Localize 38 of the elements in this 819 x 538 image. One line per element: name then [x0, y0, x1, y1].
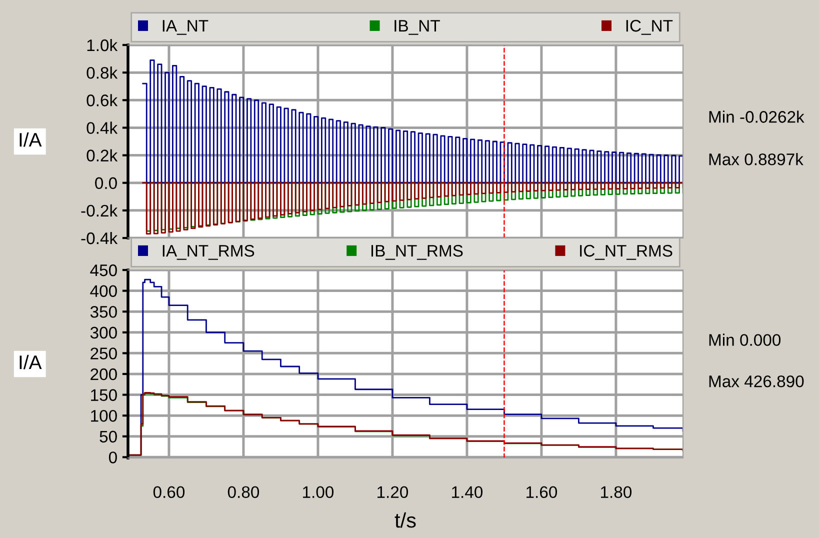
x-axis-title: t/s [394, 512, 416, 528]
y-tick-label: 0.4k [86, 122, 118, 134]
y-tick-label: 0.2k [86, 149, 118, 162]
y-tick-label: 300 [90, 326, 117, 339]
text: Min 0.000 [709, 334, 781, 346]
y-axis-title: I/A [20, 132, 42, 147]
legend-label: IC_NT_RMS [580, 244, 672, 260]
text: Min -0.0262k [709, 110, 804, 123]
y-tick-label: 450 [90, 264, 117, 276]
legend-label: IB_NT_RMS [371, 244, 463, 260]
text: Max 426.890 [709, 375, 804, 388]
text: Max 0.8897k [709, 153, 804, 166]
y-tick-label: -0.2k [81, 204, 118, 217]
legend-label: IC_NT [626, 20, 673, 35]
y-axis-title: I/A [20, 354, 42, 370]
y-tick-label: 1.0k [87, 38, 118, 52]
x-tick-label: 0.80 [228, 486, 260, 498]
x-tick-label: 1.40 [452, 486, 483, 498]
y-tick-label: 0.8k [86, 66, 118, 79]
legend-label: IA_NT_RMS [162, 244, 254, 260]
y-tick-label: 0.0 [95, 177, 117, 190]
x-tick-label: 1.20 [378, 486, 408, 498]
x-tick-label: 1.00 [303, 486, 334, 498]
y-tick-label: 0 [108, 452, 117, 464]
y-tick-label: 200 [90, 368, 117, 380]
x-tick-label: 1.80 [601, 486, 632, 498]
legend-label: IB_NT [394, 20, 440, 35]
x-tick-label: 0.60 [153, 486, 185, 498]
y-tick-label: 50 [100, 430, 117, 443]
legend-label: IA_NT [162, 20, 208, 35]
y-tick-label: 350 [90, 306, 117, 318]
y-tick-label: 0.6k [86, 94, 118, 106]
x-tick-label: 1.60 [526, 486, 558, 498]
y-tick-label: 250 [90, 348, 117, 360]
y-tick-label: -0.4k [81, 232, 118, 244]
y-tick-label: 100 [91, 410, 117, 422]
y-tick-label: 400 [90, 285, 117, 297]
y-tick-label: 150 [91, 389, 117, 401]
